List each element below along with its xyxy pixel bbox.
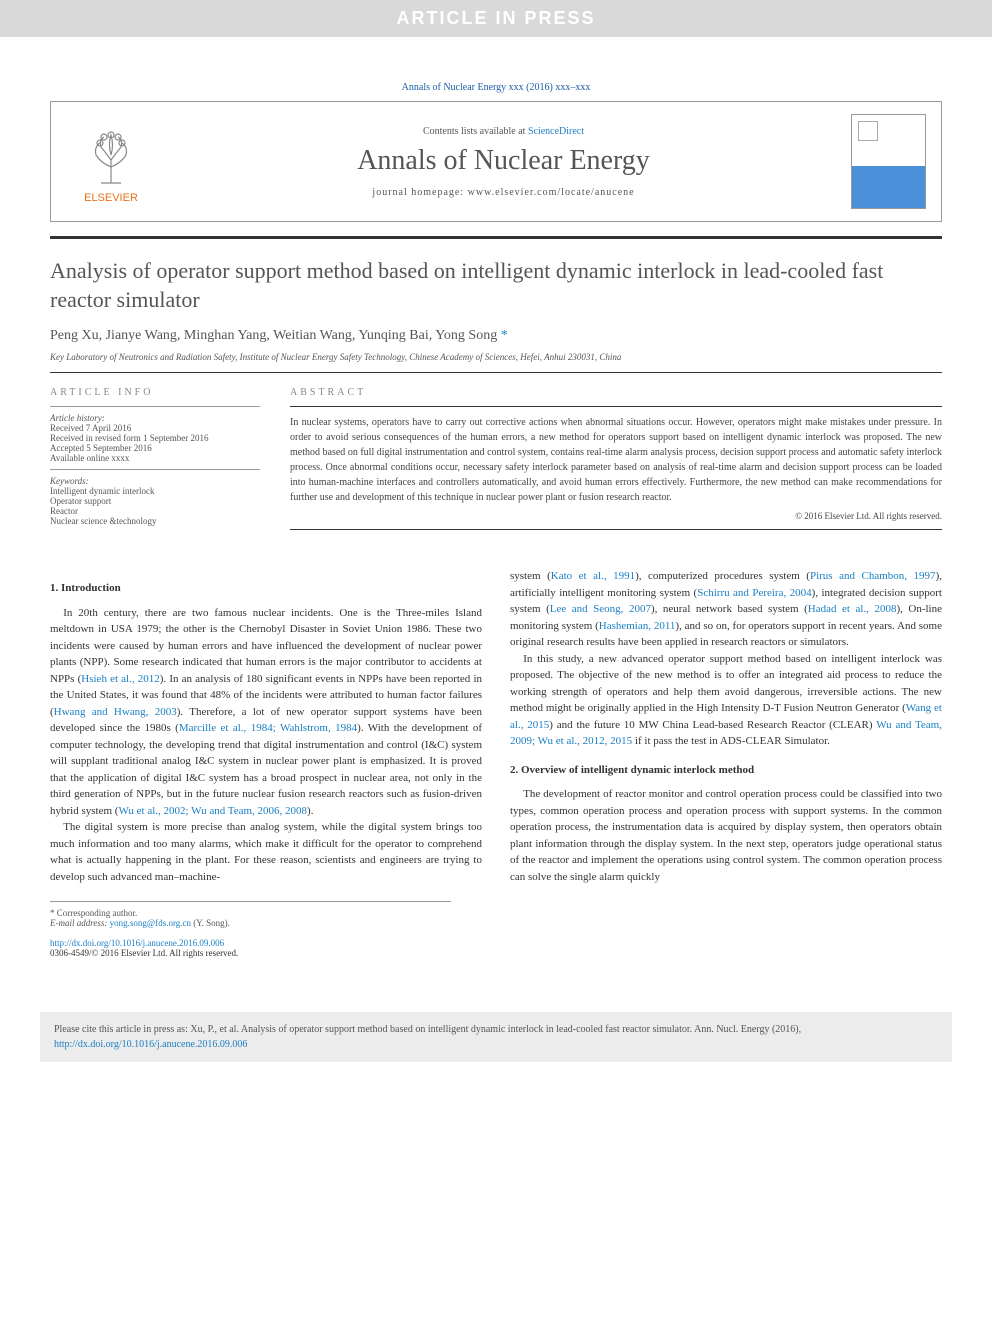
history-line: Received in revised form 1 September 201… bbox=[50, 433, 260, 443]
body-paragraph: In 20th century, there are two famous nu… bbox=[50, 605, 482, 820]
body-text: In this study, a new advanced operator s… bbox=[510, 653, 942, 715]
author-email-link[interactable]: yong.song@fds.org.cn bbox=[110, 918, 191, 928]
issn-copyright: 0306-4549/© 2016 Elsevier Ltd. All right… bbox=[50, 948, 942, 958]
doi-block: http://dx.doi.org/10.1016/j.anucene.2016… bbox=[50, 938, 942, 958]
corresponding-author-note: * Corresponding author. bbox=[50, 908, 451, 918]
keyword: Intelligent dynamic interlock bbox=[50, 486, 260, 496]
citation-link[interactable]: Hwang and Hwang, 2003 bbox=[54, 706, 177, 718]
email-who: (Y. Song). bbox=[191, 918, 230, 928]
body-paragraph: In this study, a new advanced operator s… bbox=[510, 651, 942, 750]
authors-line: Peng Xu, Jianye Wang, Minghan Yang, Weit… bbox=[50, 328, 942, 344]
publisher-logo-block: ELSEVIER bbox=[66, 120, 156, 204]
keywords-label: Keywords: bbox=[50, 476, 260, 486]
footnotes: * Corresponding author. E-mail address: … bbox=[50, 901, 451, 928]
corresponding-marker: * bbox=[501, 328, 508, 343]
citation-box: Please cite this article in press as: Xu… bbox=[40, 1012, 952, 1062]
journal-cover-thumb bbox=[851, 114, 926, 209]
body-text: ), computerized procedures system ( bbox=[635, 570, 810, 582]
citation-doi-link[interactable]: http://dx.doi.org/10.1016/j.anucene.2016… bbox=[54, 1039, 247, 1050]
history-line: Received 7 April 2016 bbox=[50, 423, 260, 433]
journal-homepage: journal homepage: www.elsevier.com/locat… bbox=[156, 187, 851, 198]
email-line: E-mail address: yong.song@fds.org.cn (Y.… bbox=[50, 918, 451, 928]
divider bbox=[50, 236, 942, 239]
divider bbox=[50, 372, 942, 373]
email-label: E-mail address: bbox=[50, 918, 110, 928]
citation-link[interactable]: Marcille et al., 1984; Wahlstrom, 1984 bbox=[179, 722, 357, 734]
history-line: Accepted 5 September 2016 bbox=[50, 443, 260, 453]
sciencedirect-link[interactable]: ScienceDirect bbox=[528, 126, 584, 137]
body-paragraph: system (Kato et al., 1991), computerized… bbox=[510, 568, 942, 651]
body-paragraph: The development of reactor monitor and c… bbox=[510, 786, 942, 885]
body-paragraph: The digital system is more precise than … bbox=[50, 819, 482, 885]
body-text: if it pass the test in ADS-CLEAR Simulat… bbox=[632, 735, 830, 747]
journal-reference: Annals of Nuclear Energy xxx (2016) xxx–… bbox=[50, 82, 942, 93]
abstract-column: ABSTRACT In nuclear systems, operators h… bbox=[290, 387, 942, 540]
affiliation: Key Laboratory of Neutronics and Radiati… bbox=[50, 352, 942, 362]
section-heading: 2. Overview of intelligent dynamic inter… bbox=[510, 762, 942, 779]
article-body: 1. Introduction In 20th century, there a… bbox=[50, 568, 942, 885]
contents-line: Contents lists available at ScienceDirec… bbox=[156, 126, 851, 137]
abstract-text: In nuclear systems, operators have to ca… bbox=[290, 415, 942, 505]
body-text: ). bbox=[307, 805, 313, 817]
elsevier-tree-icon bbox=[81, 120, 141, 190]
keyword: Nuclear science &technology bbox=[50, 516, 260, 526]
section-heading: 1. Introduction bbox=[50, 580, 482, 597]
history-label: Article history: bbox=[50, 413, 260, 423]
citation-text: Please cite this article in press as: Xu… bbox=[54, 1024, 801, 1035]
keyword: Operator support bbox=[50, 496, 260, 506]
body-text: ) and the future 10 MW China Lead-based … bbox=[549, 719, 876, 731]
citation-link[interactable]: Kato et al., 1991 bbox=[551, 570, 635, 582]
body-text: ). With the development of computer tech… bbox=[50, 722, 482, 817]
citation-link[interactable]: Wu et al., 2002; Wu and Team, 2006, 2008 bbox=[118, 805, 307, 817]
masthead: ELSEVIER Contents lists available at Sci… bbox=[50, 101, 942, 222]
article-in-press-banner: ARTICLE IN PRESS bbox=[0, 0, 992, 37]
citation-link[interactable]: Hashemian, 2011 bbox=[599, 620, 676, 632]
article-info-head: ARTICLE INFO bbox=[50, 387, 260, 398]
contents-prefix: Contents lists available at bbox=[423, 126, 528, 137]
body-text: system ( bbox=[510, 570, 551, 582]
article-title: Analysis of operator support method base… bbox=[50, 257, 942, 314]
abstract-head: ABSTRACT bbox=[290, 387, 942, 398]
citation-link[interactable]: Pirus and Chambon, 1997 bbox=[810, 570, 936, 582]
keyword: Reactor bbox=[50, 506, 260, 516]
citation-link[interactable]: Hsieh et al., 2012 bbox=[81, 673, 159, 685]
journal-name: Annals of Nuclear Energy bbox=[156, 145, 851, 177]
authors-names: Peng Xu, Jianye Wang, Minghan Yang, Weit… bbox=[50, 328, 497, 343]
article-info-column: ARTICLE INFO Article history: Received 7… bbox=[50, 387, 260, 540]
publisher-label: ELSEVIER bbox=[84, 192, 138, 204]
citation-link[interactable]: Lee and Seong, 2007 bbox=[550, 603, 651, 615]
citation-link[interactable]: Hadad et al., 2008 bbox=[808, 603, 897, 615]
doi-link[interactable]: http://dx.doi.org/10.1016/j.anucene.2016… bbox=[50, 938, 224, 948]
citation-link[interactable]: Schirru and Pereira, 2004 bbox=[697, 587, 811, 599]
body-text: ), neural network based system ( bbox=[651, 603, 808, 615]
abstract-copyright: © 2016 Elsevier Ltd. All rights reserved… bbox=[290, 511, 942, 521]
history-line: Available online xxxx bbox=[50, 453, 260, 463]
